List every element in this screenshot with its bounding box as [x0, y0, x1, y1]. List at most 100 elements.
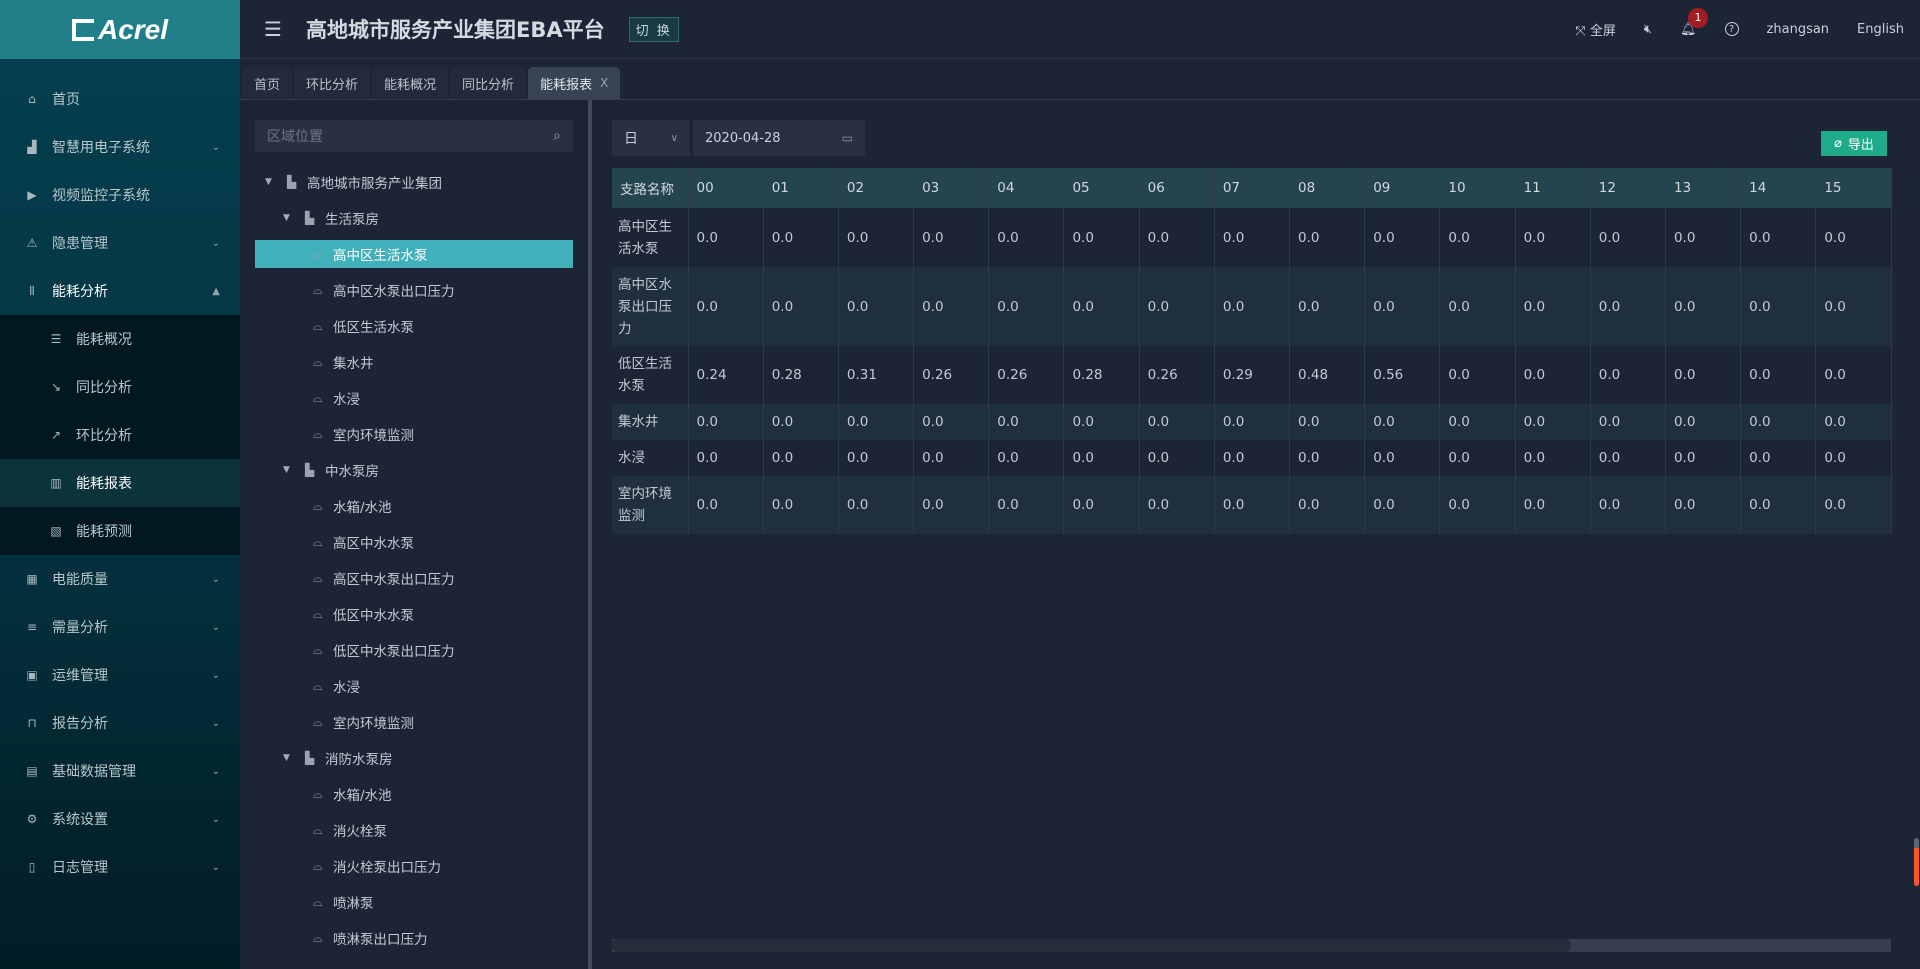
cell-value: 0.0 [913, 476, 990, 534]
sidebar-item-sidebar-subitems-0[interactable]: ☰ 能耗概况 [0, 315, 240, 363]
mute-icon[interactable]: 🔇︎ [1643, 21, 1653, 37]
panel-splitter[interactable] [588, 100, 592, 969]
notification-button[interactable]: 🔔︎ 1 [1680, 7, 1709, 37]
language-switch[interactable]: English [1857, 21, 1904, 37]
cell-value: 0.0 [1439, 208, 1516, 267]
cell-value: 0.0 [1439, 476, 1516, 534]
cell-value: 0.0 [1139, 208, 1215, 267]
area-search-input[interactable] [267, 128, 554, 144]
help-icon[interactable]: ? [1724, 22, 1739, 36]
user-menu[interactable]: zhangsan [1766, 21, 1830, 37]
meter-icon: ⌓ [313, 318, 323, 333]
cell-value: 0.0 [1740, 440, 1817, 476]
switch-button[interactable]: 切 换 [628, 16, 679, 42]
tree-node-label: 水浸 [333, 680, 360, 696]
tree-node[interactable]: ⌓ 水浸 [255, 672, 573, 700]
cell-value: 0.0 [838, 208, 915, 267]
sidebar-item-sidebar-items-3[interactable]: ⚠ 隐患管理 ⌄ [0, 219, 240, 267]
meter-icon: ⌓ [313, 570, 323, 585]
cell-value: 0.0 [1364, 440, 1441, 476]
cell-value: 0.0 [988, 208, 1065, 267]
sidebar-item-sidebar-subitems-1[interactable]: ↘ 同比分析 [0, 363, 240, 411]
tree-node[interactable]: ⌓ 水箱/水池 [255, 492, 573, 520]
tree-node[interactable]: ⌓ 高中区水泵出口压力 [255, 276, 573, 304]
tree-node[interactable]: ⌓ 高区中水泵出口压力 [255, 564, 573, 592]
fullscreen-button[interactable]: ⤧ 全屏 [1575, 23, 1616, 39]
sidebar-item-label: 报告分析 [52, 716, 108, 732]
caret-down-icon[interactable]: ▼ [265, 177, 272, 187]
caret-down-icon[interactable]: ▼ [283, 753, 290, 763]
tree-node[interactable]: ⌓ 消火栓泵出口压力 [255, 852, 573, 880]
scrollbar-thumb[interactable] [612, 939, 1572, 952]
tab-label: 首页 [254, 77, 281, 93]
branch-name: 低区生活水泵 [612, 346, 689, 404]
sidebar-item-sidebar-items_after-6[interactable]: ▯ 日志管理 ⌄ [0, 843, 240, 891]
sidebar-item-sidebar-items_after-0[interactable]: ▦ 电能质量 ⌄ [0, 555, 240, 603]
tree-node[interactable]: ⌓ 高中区生活水泵 [255, 240, 573, 268]
logo[interactable]: Acrel [0, 0, 240, 59]
tree-node[interactable]: ▼ ▙ 生活泵房 [255, 204, 573, 232]
tree-node-label: 喷淋泵出口压力 [333, 932, 428, 948]
export-button[interactable]: ⌀ 导出 [1821, 131, 1887, 156]
cell-value: 0.0 [1515, 404, 1591, 440]
cell-value: 0.0 [688, 208, 764, 267]
sidebar-item-label: 能耗预测 [76, 524, 132, 540]
sidebar-item-sidebar-items_after-5[interactable]: ⚙ 系统设置 ⌄ [0, 795, 240, 843]
table-horizontal-scrollbar[interactable] [612, 939, 1891, 952]
sidebar-item-sidebar-items-0[interactable]: ⌂ 首页 [0, 75, 240, 123]
sidebar-item-sidebar-items-2[interactable]: ▶ 视频监控子系统 [0, 171, 240, 219]
tree-node[interactable]: ⌓ 高区中水水泵 [255, 528, 573, 556]
cell-value: 0.0 [1439, 346, 1516, 404]
tree-node[interactable]: ⌓ 喷淋泵出口压力 [255, 924, 573, 952]
cell-value: 0.0 [688, 404, 764, 440]
sidebar-item-label: 系统设置 [52, 812, 108, 828]
chevron-up-icon: ▲ [212, 285, 220, 297]
tree-node[interactable]: ⌓ 低区生活水泵 [255, 312, 573, 340]
caret-down-icon[interactable]: ▼ [283, 213, 290, 223]
tree-node[interactable]: ⌓ 集水井 [255, 348, 573, 376]
sidebar-item-sidebar-items_after-2[interactable]: ▣ 运维管理 ⌄ [0, 651, 240, 699]
sidebar-item-sidebar-items_after-1[interactable]: ≡ 需量分析 ⌄ [0, 603, 240, 651]
cell-value: 0.0 [913, 440, 990, 476]
sidebar-item-sidebar-items-1[interactable]: ▟ 智慧用电子系统 ⌄ [0, 123, 240, 171]
sidebar-item-label: 视频监控子系统 [52, 188, 150, 204]
tab-2[interactable]: 能耗概况 [372, 67, 449, 99]
close-icon[interactable]: X [600, 76, 609, 90]
sidebar-item-sidebar-subitems-2[interactable]: ↗ 环比分析 [0, 411, 240, 459]
caret-down-icon[interactable]: ▼ [283, 465, 290, 475]
tree-node-label: 水箱/水池 [333, 500, 392, 516]
cell-value: 0.0 [1665, 267, 1742, 346]
tree-node[interactable]: ▼ ▙ 高地城市服务产业集团 [255, 168, 573, 196]
meter-icon: ⌓ [313, 858, 323, 873]
sidebar-item-sidebar-subitems-4[interactable]: ▧ 能耗预测 [0, 507, 240, 555]
meter-icon: ⌓ [313, 822, 323, 837]
tab-label: 能耗报表 [540, 77, 593, 93]
tree-node[interactable]: ⌓ 水浸 [255, 384, 573, 412]
date-picker[interactable]: 2020-04-28 ▭ [693, 120, 865, 156]
tree-node[interactable]: ⌓ 低区中水泵出口压力 [255, 636, 573, 664]
tree-node[interactable]: ▼ ▙ 中水泵房 [255, 456, 573, 484]
tree-node[interactable]: ▼ ▙ 消防水泵房 [255, 744, 573, 772]
tree-node[interactable]: ⌓ 水箱/水池 [255, 780, 573, 808]
lines-icon: ≡ [26, 620, 38, 634]
tab-0[interactable]: 首页 [242, 67, 293, 99]
column-header: 10 [1439, 168, 1516, 208]
sidebar-item-sidebar-items-4[interactable]: ⦀ 能耗分析 ▲ [0, 267, 240, 315]
tab-4[interactable]: 能耗报表 X [528, 67, 621, 99]
tree-node[interactable]: ⌓ 室内环境监测 [255, 420, 573, 448]
table-row: 集水井 0.0 0.0 0.0 0.0 0.0 0.0 0.0 0.0 0.0 0.0 0.0 0.0 0… [612, 404, 1892, 440]
tree-node[interactable]: ⌓ 喷淋泵 [255, 888, 573, 916]
tree-node[interactable]: ⌓ 低区中水水泵 [255, 600, 573, 628]
period-select[interactable]: 日 ∨ [612, 120, 690, 156]
menu-collapse-icon[interactable]: ☰ [264, 17, 282, 41]
tab-1[interactable]: 环比分析 [294, 67, 371, 99]
sidebar-item-sidebar-items_after-3[interactable]: ⊓ 报告分析 ⌄ [0, 699, 240, 747]
tab-3[interactable]: 同比分析 [450, 67, 527, 99]
tree-node-label: 消火栓泵出口压力 [333, 860, 441, 876]
sidebar-item-sidebar-subitems-3[interactable]: ▥ 能耗报表 [0, 459, 240, 507]
tree-node[interactable]: ⌓ 消火栓泵 [255, 816, 573, 844]
sidebar-item-sidebar-items_after-4[interactable]: ▤ 基础数据管理 ⌄ [0, 747, 240, 795]
search-icon[interactable]: ⌕ [553, 128, 561, 144]
page-vertical-scrollbar[interactable] [1914, 838, 1919, 886]
tree-node[interactable]: ⌓ 室内环境监测 [255, 708, 573, 736]
